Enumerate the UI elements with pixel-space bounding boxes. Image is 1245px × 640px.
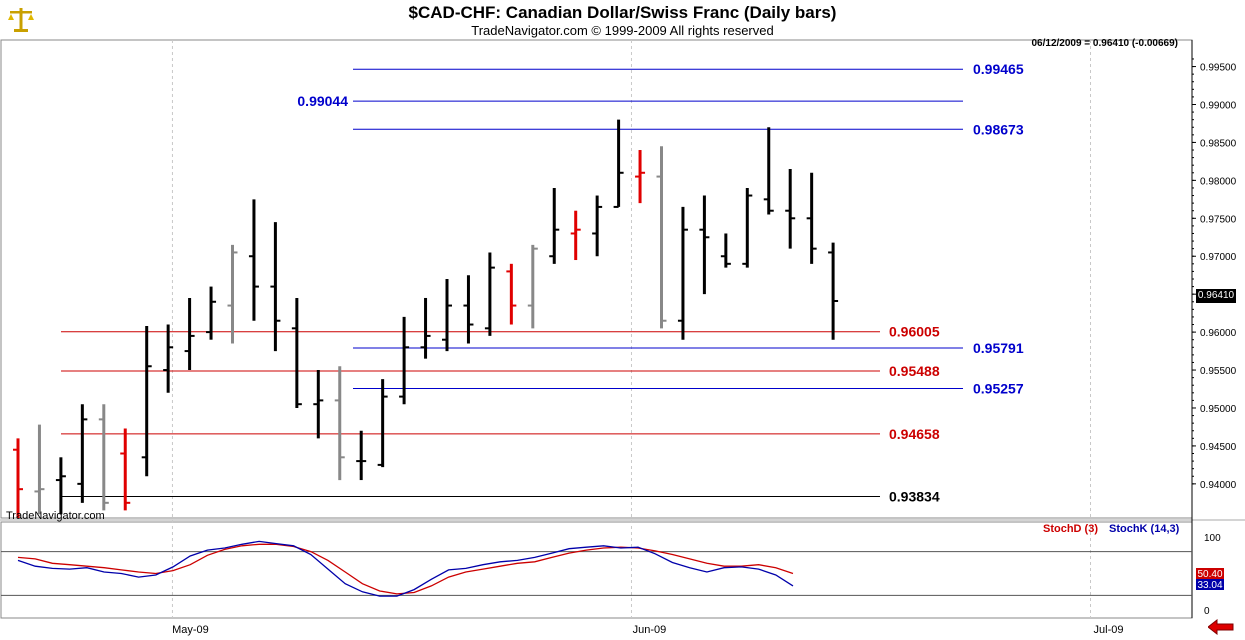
stochk-value-box xyxy=(1196,579,1224,590)
level-label: 0.93834 xyxy=(889,488,940,504)
y-tick-label: 0.97000 xyxy=(1200,252,1237,263)
level-label: 0.95791 xyxy=(973,340,1024,356)
y-tick-label: 0.95500 xyxy=(1200,366,1237,377)
status-readout: 06/12/2009 = 0.96410 (-0.00669) xyxy=(1031,38,1178,49)
x-tick-label: Jun-09 xyxy=(633,624,667,636)
stochk-line xyxy=(17,540,794,597)
scales-logo-icon xyxy=(8,8,34,32)
legend-stochk: StochK (14,3) xyxy=(1109,523,1180,535)
level-label: 0.98673 xyxy=(973,121,1024,137)
y-tick-label: 0.96000 xyxy=(1200,328,1237,339)
indicator-y-tick-label: 100 xyxy=(1204,533,1221,544)
level-label: 0.95257 xyxy=(973,380,1024,396)
level-label: 0.95488 xyxy=(889,363,940,379)
last-price-box: 0.96410 xyxy=(1196,289,1236,303)
level-label: 0.99465 xyxy=(973,61,1024,77)
level-label: 0.96005 xyxy=(889,324,940,340)
stochd-value-box xyxy=(1196,568,1224,579)
y-tick-label: 0.97500 xyxy=(1200,214,1237,225)
y-tick-label: 0.95000 xyxy=(1200,404,1237,415)
y-tick-label: 0.98500 xyxy=(1200,138,1237,149)
y-tick-label: 0.98000 xyxy=(1200,176,1237,187)
y-tick-label: 0.94000 xyxy=(1200,480,1237,491)
chart-title: $CAD-CHF: Canadian Dollar/Swiss Franc (D… xyxy=(408,3,837,22)
x-tick-label: Jul-09 xyxy=(1094,624,1124,636)
watermark-label: TradeNavigator.com xyxy=(6,510,105,522)
scroll-left-arrow-icon[interactable] xyxy=(1208,619,1234,635)
y-tick-label: 0.99500 xyxy=(1200,63,1237,74)
level-label: 0.94658 xyxy=(889,426,940,442)
x-tick-label: May-09 xyxy=(172,624,209,636)
stochd-value: 50.40 xyxy=(1197,569,1222,580)
y-tick-label: 0.99000 xyxy=(1200,100,1237,111)
legend-stochd: StochD (3) xyxy=(1043,523,1098,535)
indicator-panel-frame xyxy=(0,521,1193,619)
level-label: 0.99044 xyxy=(297,93,348,109)
chart-subtitle: TradeNavigator.com © 1999-2009 All right… xyxy=(471,23,774,38)
y-tick-label: 0.94500 xyxy=(1200,442,1237,453)
indicator-y-tick-label: 0 xyxy=(1204,606,1210,617)
price-panel-frame xyxy=(0,39,1193,519)
stochk-value: 33.04 xyxy=(1197,580,1222,591)
